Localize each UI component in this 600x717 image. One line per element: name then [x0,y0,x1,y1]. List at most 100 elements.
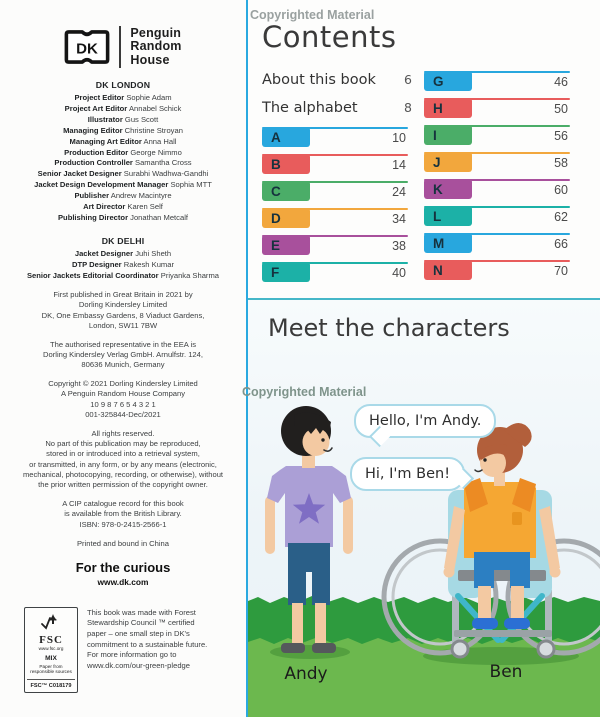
credit-name: Jonathan Metcalf [130,212,188,222]
credit-role: Publishing Director [57,212,129,222]
credit-role: Illustrator [87,114,123,124]
andy-eye [321,438,325,442]
letter-tab: C [262,181,310,201]
cip-isbn-info: A CIP catalogue record for this book is … [62,499,184,529]
credit-name: Sophia MTT [170,180,212,190]
toc-letter-row: D 34 [262,208,408,228]
characters-scene [248,406,600,717]
letter-row-line [424,152,570,154]
letter-tab: E [262,235,310,255]
letter-row-line [262,262,408,264]
publisher-logos: DK Penguin Random House [0,26,246,68]
letter-tab: G [424,71,472,91]
fsc-license-code: FSC™ C018179 [27,679,75,689]
letter-label: L [433,208,442,224]
toc-entry: The alphabet 8 [262,100,412,116]
page-spine-line [246,0,248,717]
credit-role: Project Art Editor [64,103,128,113]
letter-page-number: 56 [554,129,568,143]
credit-role: DTP Designer [71,259,122,269]
andy-shoe [281,643,305,653]
credit-row: DTP Designer Rakesh Kumar [0,260,246,271]
toc-letter-row: G 46 [424,71,570,91]
letter-row-line [424,98,570,100]
letter-row-line [262,154,408,156]
dk-london-credits: Project Editor Sophie Adam Project Art E… [0,93,246,224]
copyright-info: Copyright © 2021 Dorling Kindersley Limi… [48,379,198,420]
credit-row: Production Editor George Nimmo [0,148,246,159]
toc-letter-row: I 56 [424,125,570,145]
credit-row: Jacket Designer Juhi Sheth [0,249,246,260]
credit-role: Publisher [74,191,110,201]
ben-speech-text: Hi, I'm Ben! [365,466,451,482]
credit-row: Production Controller Samantha Cross [0,158,246,169]
ben-shoe [504,618,530,629]
credit-name: Gus Scott [124,114,159,124]
letter-page-number: 46 [554,75,568,89]
letter-label: D [271,210,281,226]
credit-name: Sophie Adam [126,93,172,102]
letter-row-line [424,233,570,235]
letter-page-number: 24 [392,185,406,199]
credit-name: Priyanka Sharma [160,270,220,280]
toc-entry: About this book 6 [262,72,412,88]
toc-letter-row: K 60 [424,179,570,199]
letter-label: M [433,235,445,251]
credit-role: Jacket Designer [74,248,134,258]
credit-name: Christine Stroyan [124,125,183,135]
toc-entry-page: 8 [404,100,412,115]
credit-name: Karen Self [127,202,163,212]
andy-illustration [265,406,353,653]
credit-row: Senior Jacket Designer Surabhi Wadhwa-Ga… [0,169,246,180]
letter-page-number: 60 [554,183,568,197]
wheelchair-footrest [454,630,552,637]
credit-row: Project Art Editor Annabel Schick [0,104,246,115]
andy-shoe [312,643,336,653]
svg-text:DK: DK [77,40,99,57]
letter-row-line [424,71,570,73]
wheelchair-wheel [505,538,600,656]
toc-letter-row: M 66 [424,233,570,253]
copyright-page: DK Penguin Random House DK LONDON Projec… [0,0,246,717]
letter-tab: H [424,98,472,118]
letter-row-line [262,235,408,237]
fsc-wordmark: FSC [39,633,63,646]
credit-name: George Nimmo [130,147,182,157]
letter-label: F [271,264,280,280]
eea-representative-info: The authorised representative in the EEA… [43,339,203,370]
fsc-mix-label: MIX [45,654,57,662]
toc-entry-label: The alphabet [262,100,358,116]
andy-speech-bubble: Hello, I'm Andy. [354,404,497,448]
letter-page-number: 66 [554,237,568,251]
credit-row: Project Editor Sophie Adam [0,93,246,104]
letter-label: A [271,129,281,145]
credit-row: Publisher Andrew Macintyre [0,191,246,202]
credit-name: Annabel Schick [128,103,182,113]
letters-column-left: A 10 B 14 C 24 D 34 E 38 [262,127,408,289]
letter-label: N [433,262,443,278]
meet-characters-section: Meet the characters [248,298,600,717]
credit-role: Senior Jackets Editorial Coordinator [26,270,159,280]
prh-line: House [130,52,170,67]
letter-page-number: 62 [554,210,568,224]
fsc-tree-icon [41,613,57,630]
dk-delhi-credits: Jacket Designer Juhi Sheth DTP Designer … [0,249,246,282]
letter-row-line [424,125,570,127]
toc-letter-row: F 40 [262,262,408,282]
credit-role: Art Director [83,202,126,212]
logo-divider [119,26,122,68]
letter-tab: I [424,125,472,145]
fsc-source-label: Paper from responsible sources [30,663,72,675]
credit-row: Senior Jackets Editorial Coordinator Pri… [0,271,246,282]
credit-role: Senior Jacket Designer [37,169,122,179]
letter-tab: A [262,127,310,147]
letter-tab: N [424,260,472,280]
wheelchair-seat-bar [458,570,546,581]
letter-label: C [271,183,281,199]
letter-label: E [271,237,281,253]
ben-shoe [472,618,498,629]
letter-tab: K [424,179,472,199]
toc-letter-row: H 50 [424,98,570,118]
toc-letter-row: J 58 [424,152,570,172]
letter-tab: B [262,154,310,174]
